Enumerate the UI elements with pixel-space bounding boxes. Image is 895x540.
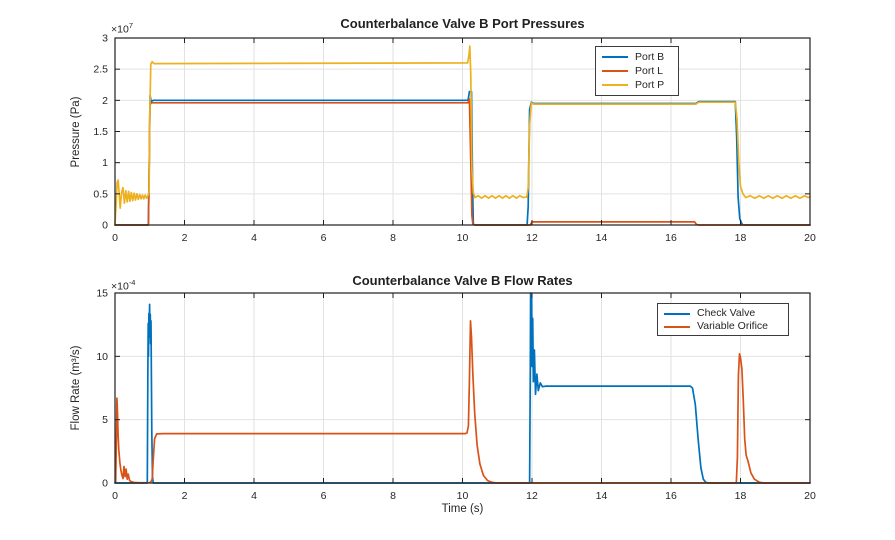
y-tick-label: 3 bbox=[102, 33, 108, 45]
flow-y-axis-multiplier: ×10-4 bbox=[111, 278, 135, 293]
y-tick-label: 2.5 bbox=[93, 64, 108, 76]
legend-entry: Variable Orifice bbox=[664, 320, 782, 333]
y-tick-label: 5 bbox=[102, 414, 108, 426]
x-tick-label: 4 bbox=[251, 490, 257, 502]
x-tick-label: 18 bbox=[735, 490, 747, 502]
x-tick-label: 8 bbox=[390, 232, 396, 244]
y-tick-label: 0 bbox=[102, 478, 108, 490]
pressure-legend: Port B Port L Port P bbox=[595, 46, 679, 96]
x-tick-label: 2 bbox=[182, 490, 188, 502]
legend-entry: Port L bbox=[602, 65, 672, 78]
y-tick-label: 0 bbox=[102, 220, 108, 232]
flow-chart: Counterbalance Valve B Flow Rates ×10-4 … bbox=[0, 270, 895, 540]
pressure-plot-area: 0 2 4 6 8 10 12 14 16 18 20 0 0.5 1 1.5 2 2.5 3 bbox=[93, 33, 816, 245]
x-tick-label: 20 bbox=[804, 232, 816, 244]
legend-label: Check Valve bbox=[697, 307, 756, 319]
legend-label: Port P bbox=[635, 78, 665, 91]
legend-line-swatch bbox=[664, 325, 690, 328]
x-tick-label: 12 bbox=[526, 232, 538, 244]
x-tick-label: 16 bbox=[665, 232, 677, 244]
series-line-port-b bbox=[114, 90, 811, 226]
x-tick-label: 14 bbox=[596, 490, 608, 502]
multiplier-exponent: -4 bbox=[128, 278, 136, 287]
x-tick-label: 12 bbox=[526, 490, 538, 502]
x-tick-label: 20 bbox=[804, 490, 816, 502]
x-tick-label: 14 bbox=[596, 232, 608, 244]
x-tick-label: 10 bbox=[457, 490, 469, 502]
series-line-check-valve bbox=[114, 292, 811, 484]
x-tick-label: 4 bbox=[251, 232, 257, 244]
flow-legend: Check Valve Variable Orifice bbox=[657, 303, 789, 336]
series-line-variable-orifice bbox=[114, 320, 811, 484]
multiplier-base: ×10 bbox=[111, 23, 129, 36]
legend-line-swatch bbox=[664, 312, 690, 315]
legend-label: Port L bbox=[635, 64, 664, 77]
y-tick-label: 1 bbox=[102, 157, 108, 169]
legend-line-swatch bbox=[602, 56, 628, 58]
legend-label: Port B bbox=[635, 50, 665, 63]
x-tick-label: 2 bbox=[182, 232, 188, 244]
x-tick-label: 16 bbox=[665, 490, 677, 502]
legend-entry: Port P bbox=[602, 79, 672, 92]
pressure-y-axis-multiplier: ×107 bbox=[111, 21, 133, 36]
multiplier-base: ×10 bbox=[111, 280, 129, 293]
pressure-chart-title: Counterbalance Valve B Port Pressures bbox=[340, 16, 585, 31]
legend-entry: Check Valve bbox=[664, 307, 782, 320]
legend-label: Variable Orifice bbox=[697, 320, 768, 332]
flow-chart-title: Counterbalance Valve B Flow Rates bbox=[352, 273, 573, 288]
y-tick-label: 2 bbox=[102, 95, 108, 107]
flow-plot-area: 0 2 4 6 8 10 12 14 16 18 20 0 5 10 15 bbox=[96, 288, 816, 503]
x-tick-label: 6 bbox=[321, 232, 327, 244]
x-axis-label: Time (s) bbox=[441, 503, 484, 515]
y-tick-label: 0.5 bbox=[93, 188, 108, 200]
x-tick-label: 10 bbox=[457, 232, 469, 244]
pressure-chart: Counterbalance Valve B Port Pressures ×1… bbox=[70, 16, 816, 245]
legend-line-swatch bbox=[602, 70, 628, 72]
x-tick-label: 8 bbox=[390, 490, 396, 502]
legend-entry: Port B bbox=[602, 51, 672, 64]
legend-line-swatch bbox=[602, 84, 628, 86]
series-line-port-p bbox=[114, 45, 811, 225]
x-tick-label: 0 bbox=[112, 232, 118, 244]
x-tick-label: 0 bbox=[112, 490, 118, 502]
multiplier-exponent: 7 bbox=[128, 21, 133, 30]
y-tick-label: 10 bbox=[96, 351, 108, 363]
x-tick-label: 18 bbox=[735, 232, 747, 244]
x-tick-label: 6 bbox=[321, 490, 327, 502]
y-tick-label: 1.5 bbox=[93, 126, 108, 138]
y-tick-label: 15 bbox=[96, 288, 108, 300]
